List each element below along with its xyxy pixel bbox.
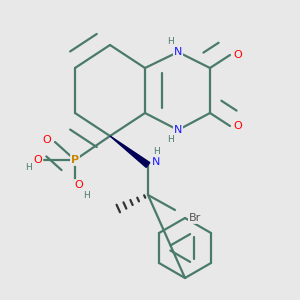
Text: H: H bbox=[167, 136, 173, 145]
Text: Br: Br bbox=[189, 213, 201, 223]
Text: O: O bbox=[234, 50, 242, 60]
Text: O: O bbox=[75, 180, 83, 190]
Text: H: H bbox=[84, 190, 90, 200]
Text: O: O bbox=[34, 155, 42, 165]
Text: O: O bbox=[43, 135, 51, 145]
Text: N: N bbox=[174, 125, 182, 135]
Text: O: O bbox=[234, 121, 242, 131]
Text: P: P bbox=[71, 155, 79, 165]
Text: N: N bbox=[152, 157, 160, 167]
Text: H: H bbox=[25, 164, 32, 172]
Polygon shape bbox=[110, 136, 150, 167]
Text: N: N bbox=[174, 47, 182, 57]
Text: H: H bbox=[167, 38, 173, 46]
Text: H: H bbox=[153, 148, 159, 157]
